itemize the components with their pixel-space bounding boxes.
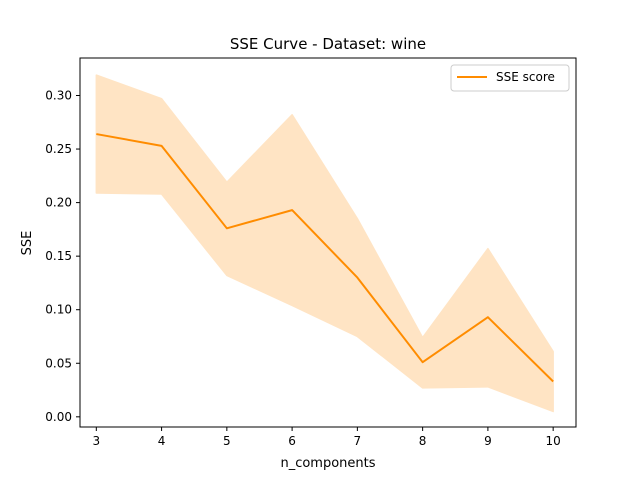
legend-box [450, 64, 570, 92]
x-tick-label: 10 [546, 434, 561, 448]
y-tick-label: 0.00 [45, 410, 72, 424]
y-axis-label: SSE [20, 231, 35, 256]
x-tick-label: 7 [354, 434, 362, 448]
legend-label-sse-score: SSE score [496, 70, 555, 84]
y-tick-label: 0.25 [45, 142, 72, 156]
x-axis-label: n_components [280, 456, 375, 471]
x-tick-label: 6 [288, 434, 296, 448]
legend: SSE score [450, 64, 570, 92]
y-axis-ticks: 0.00 0.05 0.10 0.15 0.20 0.25 0.30 [45, 88, 80, 424]
y-tick-label: 0.20 [45, 196, 72, 210]
x-tick-label: 8 [419, 434, 427, 448]
x-tick-label: 4 [158, 434, 166, 448]
y-tick-label: 0.30 [45, 88, 72, 102]
y-tick-label: 0.15 [45, 249, 72, 263]
x-tick-label: 9 [484, 434, 492, 448]
plot-area [95, 74, 554, 413]
y-tick-label: 0.05 [45, 356, 72, 370]
axes-frame [79, 57, 577, 428]
y-tick-label: 0.10 [45, 303, 72, 317]
x-tick-label: 3 [92, 434, 100, 448]
sse-score-line [96, 133, 554, 383]
chart-title: SSE Curve - Dataset: wine [230, 35, 426, 53]
x-axis-ticks: 3 4 5 6 7 8 9 10 [92, 427, 561, 448]
x-tick-label: 5 [223, 434, 231, 448]
